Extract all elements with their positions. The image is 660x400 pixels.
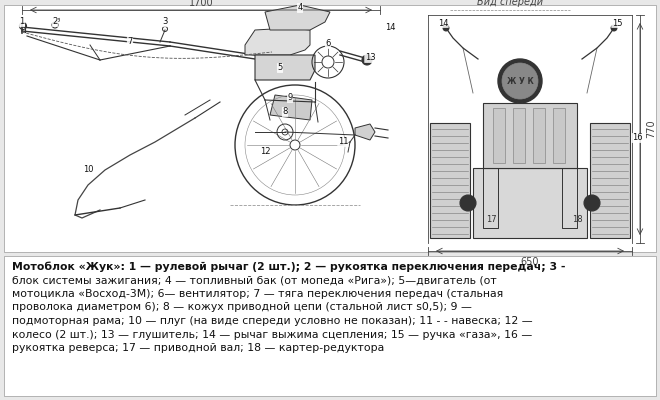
Text: 1: 1	[19, 18, 24, 26]
Text: 11: 11	[338, 138, 348, 146]
Text: 12: 12	[260, 148, 270, 156]
Polygon shape	[355, 124, 375, 140]
Text: 17: 17	[486, 216, 496, 224]
Text: подмоторная рама; 10 — плуг (на виде спереди условно не показан); 11 - - навеска: подмоторная рама; 10 — плуг (на виде спе…	[12, 316, 533, 326]
Bar	[513, 108, 525, 163]
Text: колесо (2 шт.); 13 — глушитель; 14 — рычаг выжима сцепления; 15 — ручка «газа», : колесо (2 шт.); 13 — глушитель; 14 — рыч…	[12, 330, 532, 340]
Text: 650: 650	[521, 257, 539, 267]
Text: 16: 16	[632, 134, 642, 142]
Polygon shape	[265, 5, 330, 30]
Polygon shape	[270, 95, 312, 120]
Circle shape	[460, 195, 476, 211]
Bar	[473, 168, 587, 238]
Text: 3: 3	[162, 18, 168, 26]
Text: проволока диаметром 6); 8 — кожух приводной цепи (стальной лист s0,5); 9 —: проволока диаметром 6); 8 — кожух привод…	[12, 302, 472, 312]
Text: 4: 4	[298, 4, 303, 12]
Text: 13: 13	[365, 54, 376, 62]
Text: 5: 5	[277, 64, 282, 72]
Text: блок системы зажигания; 4 — топливный бак (от мопеда «Рига»); 5—двигатель (от: блок системы зажигания; 4 — топливный ба…	[12, 276, 497, 286]
Circle shape	[362, 55, 372, 65]
Text: рукоятка реверса; 17 — приводной вал; 18 — картер-редуктора: рукоятка реверса; 17 — приводной вал; 18…	[12, 343, 384, 353]
Text: 14: 14	[385, 22, 395, 32]
Text: 9: 9	[287, 94, 292, 102]
Text: ø: ø	[56, 17, 60, 23]
Circle shape	[443, 25, 449, 31]
Text: 15: 15	[612, 18, 622, 28]
Text: 2: 2	[52, 18, 57, 26]
Bar	[4, 256, 656, 396]
Text: 18: 18	[572, 216, 582, 224]
Bar	[533, 108, 545, 163]
Bar	[493, 108, 505, 163]
Text: 7: 7	[127, 38, 133, 46]
Bar	[483, 103, 577, 168]
Bar	[4, 5, 656, 252]
Circle shape	[502, 63, 538, 99]
Text: Мотоблок «Жук»: 1 — рулевой рычаг (2 шт.); 2 — рукоятка переключения передач; 3 : Мотоблок «Жук»: 1 — рулевой рычаг (2 шт.…	[12, 262, 566, 272]
Polygon shape	[255, 55, 315, 80]
Bar	[553, 108, 565, 163]
Bar	[430, 123, 470, 238]
Text: 10: 10	[82, 166, 93, 174]
Text: 770: 770	[646, 120, 656, 138]
Text: 1700: 1700	[189, 0, 213, 8]
Text: Ж У К: Ж У К	[507, 76, 533, 86]
Text: 14: 14	[438, 18, 448, 28]
Polygon shape	[245, 28, 310, 55]
Text: 8: 8	[282, 108, 288, 116]
Circle shape	[498, 59, 542, 103]
Bar	[590, 123, 630, 238]
Text: Вид спереди: Вид спереди	[477, 0, 543, 7]
Circle shape	[584, 195, 600, 211]
Text: мотоцикла «Восход-3М); 6— вентилятор; 7 — тяга переключения передач (стальная: мотоцикла «Восход-3М); 6— вентилятор; 7 …	[12, 289, 503, 299]
Circle shape	[611, 25, 617, 31]
Text: 6: 6	[325, 40, 331, 48]
